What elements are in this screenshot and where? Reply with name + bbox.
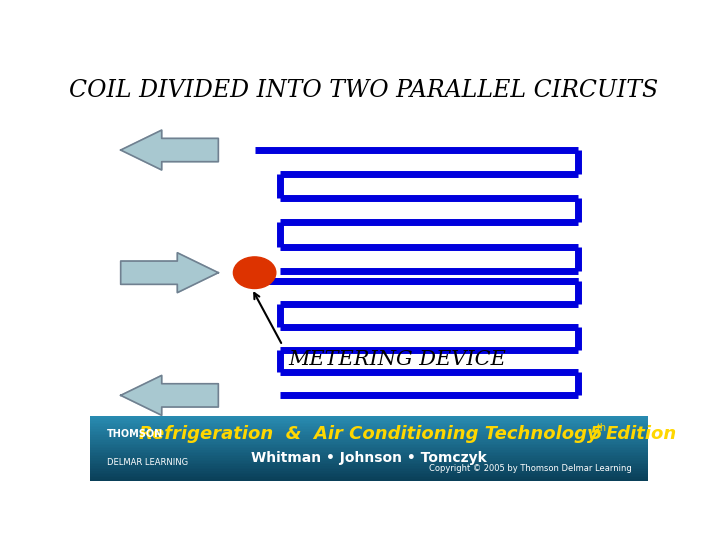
Bar	[90, 458, 648, 460]
Bar	[90, 466, 648, 468]
Circle shape	[233, 257, 276, 288]
Bar	[90, 451, 648, 453]
Bar	[90, 421, 648, 423]
Bar	[90, 438, 648, 440]
Text: DELMAR LEARNING: DELMAR LEARNING	[107, 458, 188, 467]
Bar	[90, 423, 648, 424]
Polygon shape	[121, 253, 218, 293]
Bar	[90, 455, 648, 456]
Bar	[90, 440, 648, 442]
Bar	[90, 442, 648, 443]
Text: THOMSON: THOMSON	[107, 429, 163, 438]
Bar	[90, 464, 648, 466]
Bar	[90, 445, 648, 447]
Text: 5: 5	[590, 424, 602, 443]
Text: Edition: Edition	[606, 424, 677, 443]
Bar	[90, 460, 648, 461]
Bar	[90, 420, 648, 421]
Bar	[90, 434, 648, 435]
Bar	[90, 437, 648, 438]
Bar	[90, 469, 648, 471]
Text: Refrigeration  &  Air Conditioning Technology: Refrigeration & Air Conditioning Technol…	[139, 424, 599, 443]
Bar	[90, 479, 648, 481]
Bar	[90, 428, 648, 429]
Bar	[90, 456, 648, 458]
Polygon shape	[121, 375, 218, 415]
Bar	[90, 476, 648, 477]
Bar	[90, 432, 648, 434]
Text: Whitman • Johnson • Tomczyk: Whitman • Johnson • Tomczyk	[251, 451, 487, 465]
Bar	[90, 431, 648, 432]
Bar	[90, 429, 648, 431]
Bar	[90, 426, 648, 428]
Bar	[90, 435, 648, 437]
Bar	[90, 463, 648, 464]
Bar	[90, 468, 648, 469]
Bar	[90, 450, 648, 451]
Bar	[90, 418, 648, 420]
Bar	[90, 448, 648, 450]
Text: METERING DEVICE: METERING DEVICE	[288, 349, 506, 369]
Bar	[90, 453, 648, 455]
Text: Copyright © 2005 by Thomson Delmar Learning: Copyright © 2005 by Thomson Delmar Learn…	[428, 464, 631, 474]
Bar	[90, 416, 648, 418]
Polygon shape	[121, 130, 218, 170]
Bar	[90, 471, 648, 472]
Bar	[90, 472, 648, 474]
Text: th: th	[597, 423, 607, 433]
Bar	[90, 474, 648, 476]
Bar	[90, 443, 648, 445]
Bar	[90, 477, 648, 479]
Text: COIL DIVIDED INTO TWO PARALLEL CIRCUITS: COIL DIVIDED INTO TWO PARALLEL CIRCUITS	[69, 79, 658, 103]
Bar	[90, 447, 648, 448]
Bar	[90, 424, 648, 426]
Bar	[90, 461, 648, 463]
